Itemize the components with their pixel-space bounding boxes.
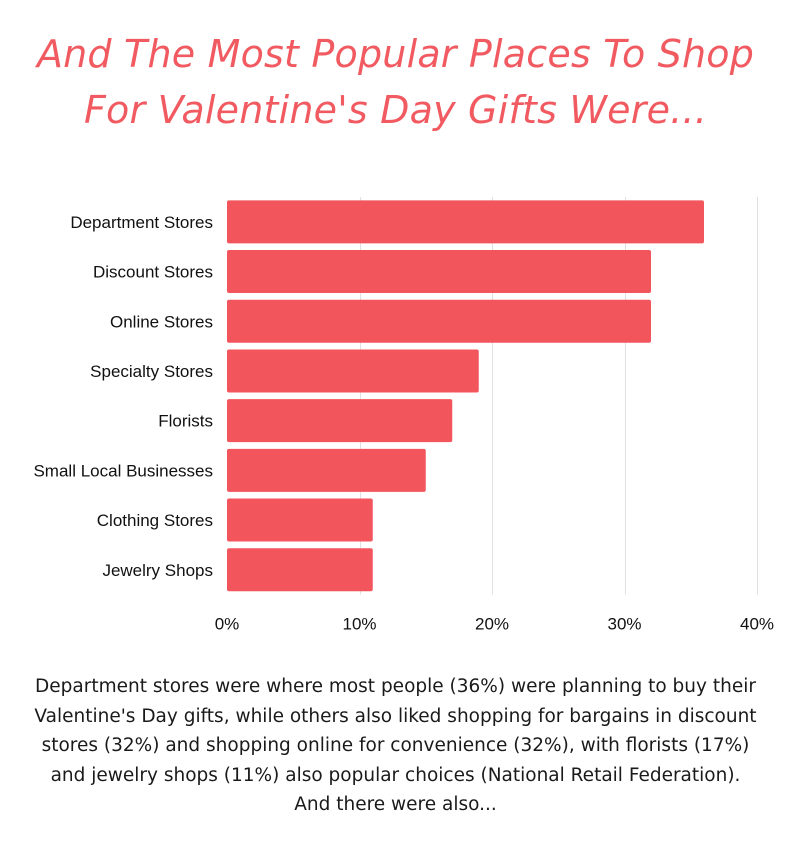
x-tick-label-20pct: 20% bbox=[475, 615, 509, 630]
chart-bars bbox=[227, 200, 704, 592]
bar-florists bbox=[227, 399, 453, 443]
bar-clothing-stores bbox=[227, 498, 373, 542]
category-label-discount-stores: Discount Stores bbox=[93, 263, 213, 282]
bar-specialty-stores bbox=[227, 349, 479, 393]
category-label-florists: Florists bbox=[158, 412, 213, 431]
chart-title-line-1: And The Most Popular Places To Shop bbox=[36, 32, 755, 76]
bar-jewelry-shops bbox=[227, 548, 373, 592]
x-tick-label-0pct: 0% bbox=[215, 615, 240, 630]
chart-title-line-2: For Valentine's Day Gifts Were... bbox=[84, 88, 707, 132]
category-label-small-local-businesses: Small Local Businesses bbox=[33, 461, 213, 480]
bar-chart: Department Stores Discount Stores Online S… bbox=[33, 197, 774, 630]
bar-online-stores bbox=[227, 299, 651, 343]
category-label-department-stores: Department Stores bbox=[70, 213, 213, 232]
x-tick-label-40pct: 40% bbox=[740, 615, 774, 630]
category-label-online-stores: Online Stores bbox=[110, 312, 213, 331]
chart-category-labels: Department Stores Discount Stores Online S… bbox=[33, 213, 213, 580]
bar-small-local-businesses bbox=[227, 448, 426, 492]
category-label-jewelry-shops: Jewelry Shops bbox=[102, 561, 213, 580]
chart-title: And The Most Popular Places To Shop For … bbox=[0, 26, 791, 138]
caption-text: Department stores were where most people… bbox=[34, 676, 757, 815]
bar-discount-stores bbox=[227, 250, 651, 294]
bar-department-stores bbox=[227, 200, 704, 244]
x-tick-label-30pct: 30% bbox=[607, 615, 641, 630]
x-tick-label-10pct: 10% bbox=[342, 615, 376, 630]
chart-x-tick-labels: 0% 10% 20% 30% 40% bbox=[215, 615, 774, 630]
category-label-specialty-stores: Specialty Stores bbox=[90, 362, 213, 381]
category-label-clothing-stores: Clothing Stores bbox=[97, 511, 213, 530]
